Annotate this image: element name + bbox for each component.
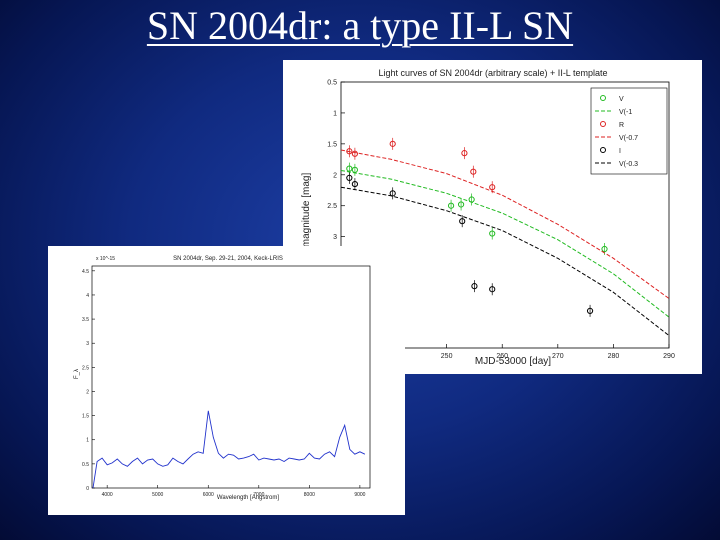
- lightcurve-ytick-label: 2: [333, 172, 337, 179]
- lightcurve-xtick-label: 280: [608, 353, 620, 360]
- slide-title: SN 2004dr: a type II-L SN: [146, 3, 574, 48]
- lightcurve-data-point: [389, 140, 396, 147]
- lightcurve-ytick-label: 2.5: [327, 203, 337, 210]
- lightcurve-data-point: [489, 184, 496, 191]
- lightcurve-data-point: [351, 150, 358, 157]
- spectrum-title: SN 2004dr, Sep. 29-21, 2004, Keck-LRIS: [173, 256, 283, 262]
- legend-label: I: [619, 148, 621, 155]
- lightcurve-template-line: [340, 170, 670, 318]
- lightcurve-data-point: [489, 286, 496, 293]
- lightcurve-data-point: [601, 245, 608, 253]
- lightcurve-legend-box: [590, 87, 668, 175]
- legend-label: R: [619, 122, 624, 129]
- lightcurve-data-point: [447, 202, 455, 209]
- spectrum-ytick-label: 4.5: [82, 269, 89, 275]
- lightcurve-data-point: [586, 307, 594, 314]
- spectrum-xtick-label: 4000: [102, 492, 113, 498]
- lightcurve-xtick-label: 260: [496, 353, 508, 360]
- spectrum-ytick-label: 4: [86, 293, 89, 299]
- spectrum-ytick-label: 0: [86, 486, 89, 492]
- spectrum-ytick-label: 0.5: [82, 462, 89, 468]
- spectrum-xtick-label: 5000: [152, 492, 163, 498]
- spectrum-ytick-label: 2.5: [82, 365, 89, 371]
- spectrum-xlabel: Wavelength [Angstrom]: [217, 495, 279, 501]
- legend-label: V(-0.7: [619, 135, 638, 142]
- lightcurve-xtick-label: 250: [441, 353, 453, 360]
- legend-marker: [600, 147, 606, 153]
- legend-label: V: [619, 96, 624, 103]
- spectrum-plot-frame: [91, 265, 371, 489]
- spectrum-ytick-label: 3.5: [82, 317, 89, 323]
- lightcurve-data-point: [389, 190, 396, 197]
- spectrum-ylabel: F_λ: [74, 369, 80, 379]
- lightcurve-template-line: [340, 149, 670, 299]
- spectrum-ytick-label: 1.5: [82, 414, 89, 420]
- spectrum-xtick-label: 9000: [354, 492, 365, 498]
- lightcurve-data-point: [457, 201, 465, 208]
- legend-marker: [600, 95, 606, 101]
- lightcurve-xtick-label: 290: [663, 353, 675, 360]
- lightcurve-chart: Light curves of SN 2004dr (arbitrary sca…: [301, 68, 675, 367]
- lightcurve-data-point: [459, 218, 466, 225]
- spectrum-ytick-label: 2: [86, 389, 89, 395]
- lightcurve-data-point: [470, 168, 477, 175]
- spectrum-ytick-label: 3: [86, 341, 89, 347]
- spectrum-figure: SN 2004dr, Sep. 29-21, 2004, Keck-LRIS x…: [48, 246, 405, 515]
- spectrum-chart: SN 2004dr, Sep. 29-21, 2004, Keck-LRIS x…: [74, 256, 371, 501]
- lightcurve-ytick-label: 3: [333, 234, 337, 241]
- lightcurve-data-point: [461, 150, 468, 157]
- lightcurve-data-point: [489, 230, 496, 237]
- lightcurve-plot-frame: [340, 81, 670, 349]
- lightcurve-ylabel: magnitude [mag]: [301, 173, 312, 248]
- legend-label: V(-1: [619, 109, 632, 116]
- spectrum-exponent: x 10^-15: [96, 256, 115, 262]
- lightcurve-data-point: [346, 174, 353, 181]
- lightcurve-xtick-label: 270: [552, 353, 564, 360]
- lightcurve-ytick-label: 0.5: [327, 80, 337, 87]
- lightcurve-data-point: [351, 180, 358, 188]
- lightcurve-title: Light curves of SN 2004dr (arbitrary sca…: [378, 68, 607, 78]
- lightcurve-data-point: [346, 148, 353, 155]
- lightcurve-ytick-label: 1: [333, 110, 337, 117]
- legend-marker: [600, 121, 606, 127]
- spectrum-xtick-label: 8000: [304, 492, 315, 498]
- spectrum-xtick-label: 6000: [203, 492, 214, 498]
- lightcurve-data-point: [471, 283, 478, 290]
- spectrum-ytick-label: 1: [86, 438, 89, 444]
- lightcurve-data-point: [346, 165, 353, 172]
- legend-label: V(-0.3: [619, 161, 638, 168]
- spectrum-xtick-label: 7000: [253, 492, 264, 498]
- lightcurve-template-line: [340, 186, 670, 336]
- spectrum-line: [92, 410, 366, 489]
- lightcurve-xlabel: MJD-53000 [day]: [475, 356, 551, 367]
- lightcurve-ytick-label: 1.5: [327, 141, 337, 148]
